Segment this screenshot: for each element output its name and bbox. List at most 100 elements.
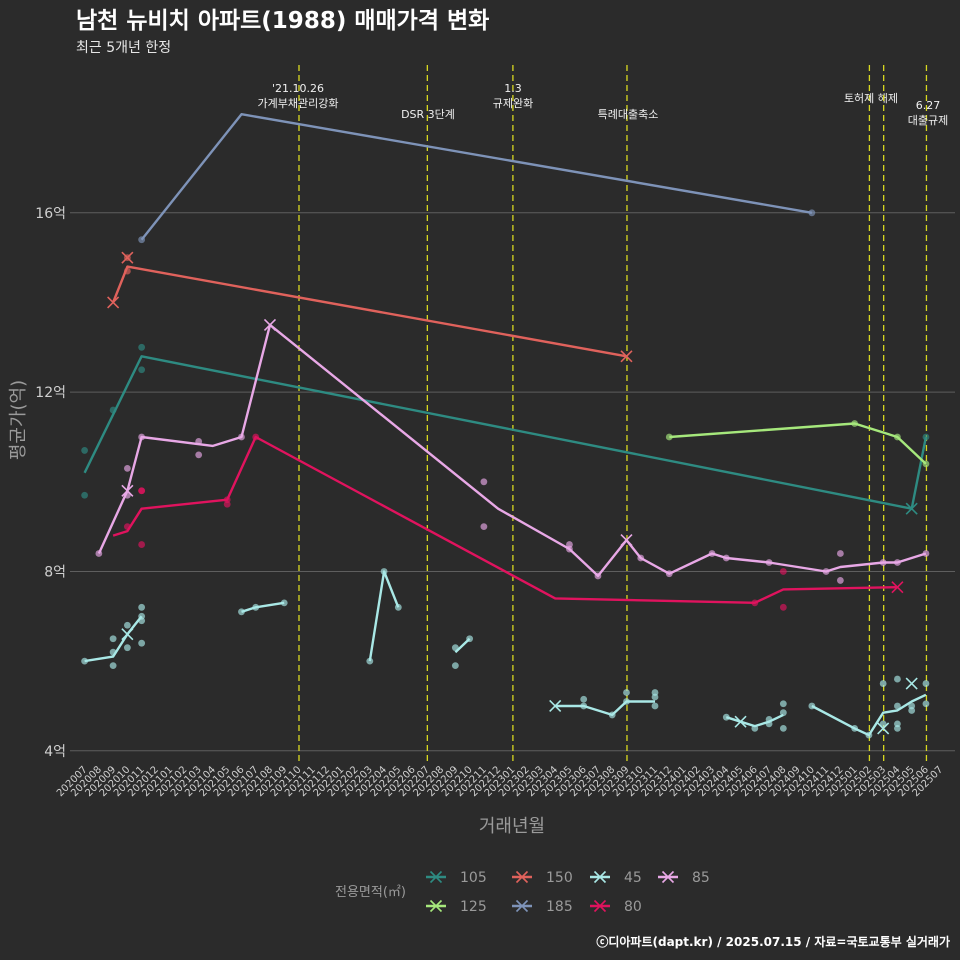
series-85-point [922,550,930,557]
series-45-point [138,639,146,647]
legend-item-150: 150 [512,870,573,886]
legend-item-80: 80 [590,899,642,915]
legend-swatch-cross [593,870,607,884]
series-45-point [623,698,630,705]
series-45-line-0 [84,615,143,663]
series-45-point [451,662,459,670]
series-85-cross [121,484,134,497]
series-45-line-1 [241,601,285,613]
series-lines [83,113,928,737]
series-45-point [280,599,288,607]
legend-swatch-cross [429,899,443,913]
series-185-point [138,236,146,244]
series-45-point [138,617,146,625]
y-axis-label: 평균가(억) [8,380,29,460]
series-185-point [808,209,816,217]
series-45-point [238,608,245,616]
series-105-cross [905,502,918,515]
series-45-point [651,693,659,701]
y-tick-label: 12억 [35,385,66,401]
legend-label: 125 [460,899,487,915]
series-150-point [123,267,131,275]
series-150-cross [107,296,120,309]
legend-item-185: 185 [512,899,573,915]
series-45-point [765,720,773,728]
series-45-point [451,644,459,652]
series-85-line [97,323,927,578]
series-85-point [238,433,245,441]
series-150-cross [121,251,134,264]
series-45-point [879,680,887,687]
series-85-point [195,451,203,459]
series-45-point [608,711,616,719]
series-45-point [779,709,787,717]
series-80-point [123,523,131,531]
event-label: 1.3 규제완화 [493,82,533,110]
series-85-cross [620,534,633,547]
series-marks [81,209,930,739]
series-125-line [669,422,927,465]
series-45-point [922,700,930,708]
series-85-point [480,478,488,486]
series-80-point [223,500,231,508]
y-tick-label: 4억 [44,744,66,760]
series-45-point [865,731,873,739]
series-105-point [81,491,88,499]
series-85-point [722,554,730,562]
series-45-point [922,680,930,687]
series-80-cross [891,581,904,594]
series-85-point [95,550,103,557]
series-45-line-4 [555,700,655,717]
series-45-point [380,568,388,575]
legend-item-45: 45 [590,870,642,886]
series-105-point [138,366,146,374]
series-45-point [779,724,787,732]
series-85-point [637,554,645,562]
series-45-point [908,707,916,714]
series-150-line [111,265,627,358]
legend-item-85: 85 [658,870,710,886]
series-45-point [894,724,901,732]
legend: 전용면적(㎡) 105 150 45 85 125 185 80 [335,870,710,915]
series-45-point [252,603,260,611]
series-45-point [466,635,474,643]
legend-title: 전용면적(㎡) [335,885,406,900]
series-45-point [394,603,402,611]
series-85-point [879,559,887,566]
legend-item-125: 125 [426,899,487,915]
series-85-point [665,570,673,578]
series-105-point [109,406,117,414]
chart-title: 남천 뉴비치 아파트(1988) 매매가격 변화 [76,8,489,34]
series-45-point [580,702,588,710]
series-85-point [195,438,203,445]
series-125-point [894,433,901,441]
series-45-point [894,675,901,683]
event-label: DSR 3단계 [401,108,455,121]
series-105-point [81,447,88,454]
series-150-cross [620,350,633,363]
series-45-point [366,657,374,665]
series-80-point [138,541,146,548]
series-85-point [894,559,901,566]
series-105-line [83,355,928,510]
series-185-line [140,113,813,241]
series-125-point [922,460,930,468]
legend-swatch-cross [515,870,529,884]
series-45-point [722,713,730,721]
chart-subtitle: 최근 5개년 한정 [76,40,171,56]
series-85-cross [263,318,277,331]
x-axis: 2020072020082020092020102020112020122021… [55,764,945,799]
series-85-point [836,550,844,557]
series-45-point [623,689,630,696]
legend-swatch-cross [429,870,443,884]
series-85-point [836,577,844,584]
series-105-point [922,433,930,441]
series-85-point [123,464,131,472]
series-85-point [765,559,773,566]
legend-swatch-cross [593,899,607,913]
series-105-point [138,343,146,351]
plot-area [81,113,930,739]
series-45-point [123,644,131,652]
series-45-point [109,635,117,643]
source-caption: ⓒ디아파트(dapt.kr) / 2025.07.15 / 자료=국토교통부 실… [596,934,950,949]
